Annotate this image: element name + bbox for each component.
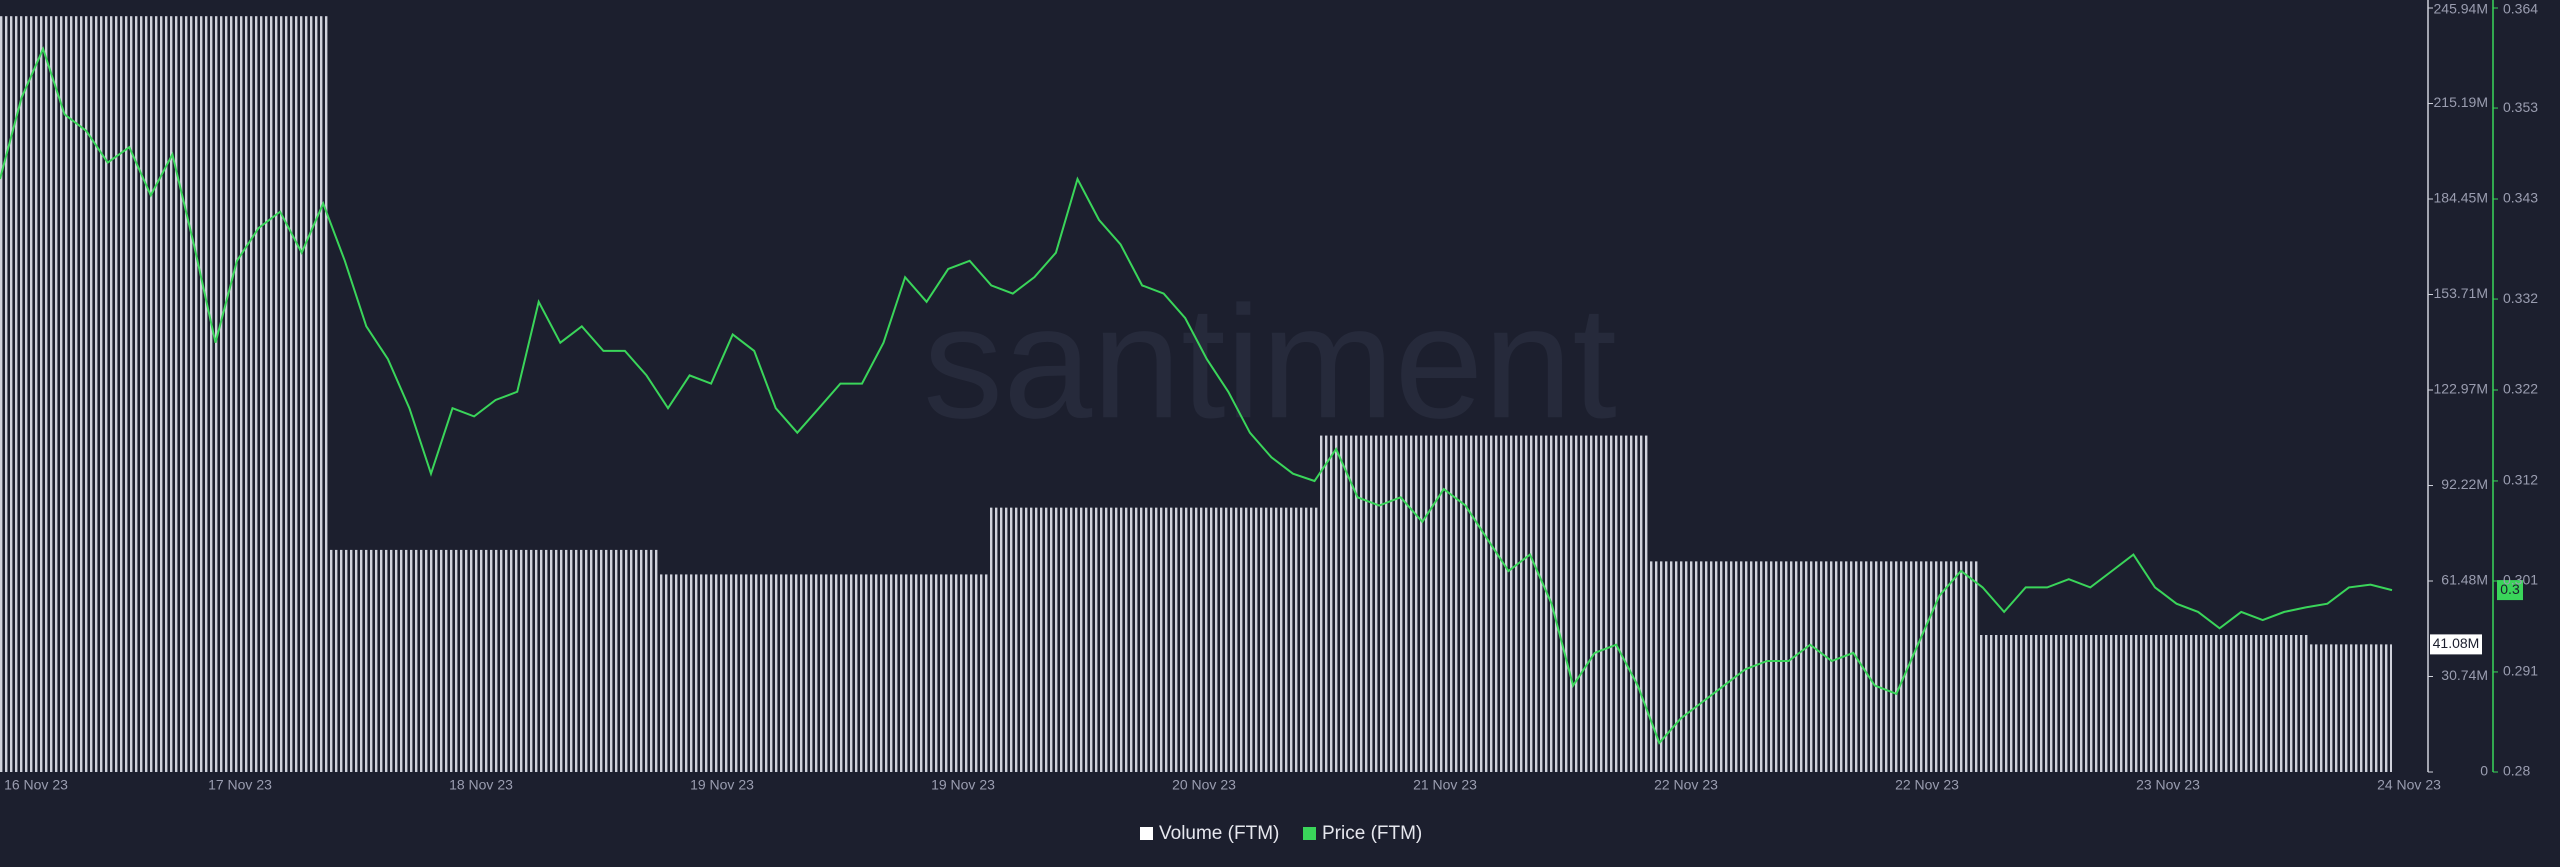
legend-swatch	[1140, 827, 1153, 840]
legend-swatch	[1303, 827, 1316, 840]
x-tick-label: 23 Nov 23	[2136, 777, 2200, 793]
x-tick-label: 20 Nov 23	[1172, 777, 1236, 793]
y-tick-label: 184.45M	[2434, 190, 2488, 206]
y2-tick-label: 0.291	[2503, 663, 2538, 679]
legend-label: Volume (FTM)	[1159, 823, 1279, 844]
y2-tick-label: 0.301	[2503, 572, 2538, 588]
volume-bar	[0, 16, 330, 772]
watermark: santiment	[923, 272, 1617, 451]
y-tick-label: 61.48M	[2441, 572, 2488, 588]
x-tick-label: 19 Nov 23	[690, 777, 754, 793]
y2-tick-label: 0.332	[2503, 290, 2538, 306]
y2-tick-label: 0.343	[2503, 190, 2538, 206]
x-tick-label: 17 Nov 23	[208, 777, 272, 793]
price-tag	[2497, 580, 2523, 601]
y2-tick-label: 0.312	[2503, 472, 2538, 488]
value-label: 41.08M	[2433, 635, 2480, 651]
x-tick-label: 22 Nov 23	[1654, 777, 1718, 793]
x-tick-label: 22 Nov 23	[1895, 777, 1959, 793]
y-tick-label: 0	[2480, 763, 2488, 779]
y-tick-label: 153.71M	[2434, 285, 2488, 301]
y2-tick-label: 0.28	[2503, 763, 2530, 779]
volume-bar	[2310, 644, 2392, 772]
volume-bar	[330, 549, 660, 772]
x-tick-label: 21 Nov 23	[1413, 777, 1477, 793]
y2-tick-label: 0.353	[2503, 99, 2538, 115]
price-tag-label: 0.3	[2500, 581, 2520, 597]
volume-bar	[1320, 435, 1650, 772]
y-tick-label: 245.94M	[2434, 1, 2488, 17]
volume-bar	[1650, 561, 1980, 772]
volume-bar	[660, 574, 990, 772]
y-tick-label: 122.97M	[2434, 381, 2488, 397]
volume-bar	[1980, 635, 2310, 772]
y-tick-label: 30.74M	[2441, 667, 2488, 683]
y-tick-label: 215.19M	[2434, 94, 2488, 110]
x-tick-label: 19 Nov 23	[931, 777, 995, 793]
x-tick-label: 16 Nov 23	[4, 777, 68, 793]
y2-tick-label: 0.364	[2503, 1, 2538, 17]
value-tag	[2430, 634, 2482, 655]
volume-bar	[990, 507, 1320, 772]
price-line	[0, 46, 2393, 745]
x-tick-label: 24 Nov 23	[2377, 777, 2441, 793]
x-tick-label: 18 Nov 23	[449, 777, 513, 793]
y-tick-label: 92.22M	[2441, 476, 2488, 492]
legend-label: Price (FTM)	[1322, 823, 1422, 844]
y2-tick-label: 0.322	[2503, 381, 2538, 397]
